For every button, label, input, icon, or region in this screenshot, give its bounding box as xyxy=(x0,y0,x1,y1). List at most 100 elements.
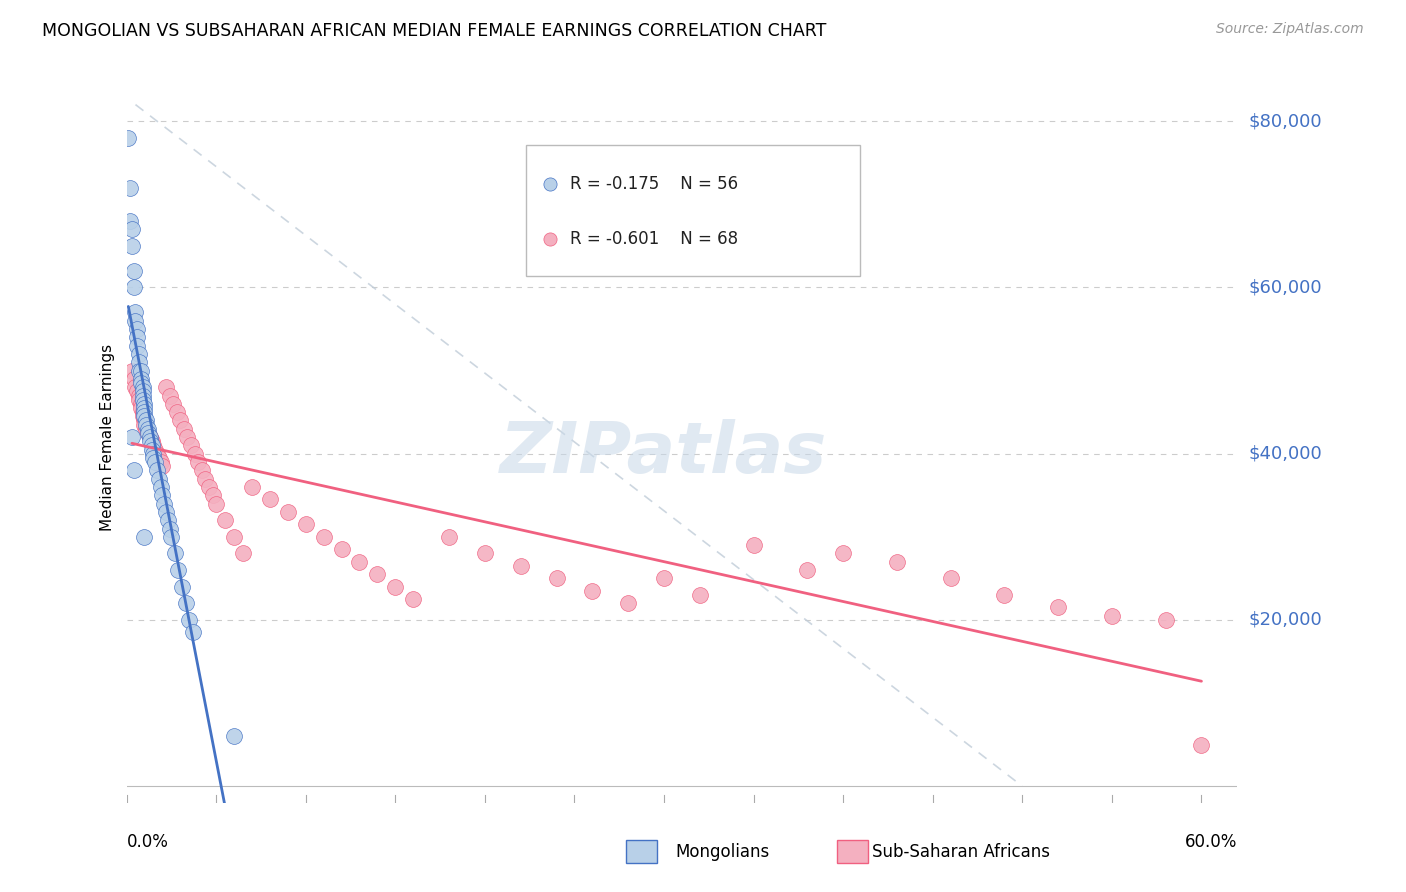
Point xyxy=(127,322,149,336)
Point xyxy=(474,546,496,560)
Point xyxy=(148,450,170,465)
Point xyxy=(538,232,561,246)
Point xyxy=(509,558,531,573)
Point xyxy=(240,480,263,494)
Point xyxy=(146,447,169,461)
Point xyxy=(122,463,145,477)
Point xyxy=(150,459,173,474)
Point xyxy=(538,177,561,191)
Point xyxy=(205,497,228,511)
Point xyxy=(135,417,157,432)
Point xyxy=(134,530,156,544)
Point xyxy=(127,330,149,344)
Point xyxy=(142,450,165,465)
Point xyxy=(1101,608,1123,623)
Point xyxy=(330,542,353,557)
Point xyxy=(832,546,855,560)
Point xyxy=(198,480,221,494)
Point xyxy=(194,472,217,486)
Point xyxy=(939,571,962,585)
Point xyxy=(149,480,172,494)
Point xyxy=(201,488,224,502)
Point xyxy=(128,363,150,377)
Point xyxy=(127,384,149,399)
Point xyxy=(155,505,177,519)
Point xyxy=(122,280,145,294)
Point xyxy=(136,425,159,440)
Point xyxy=(128,355,150,369)
Point xyxy=(131,388,153,402)
Point xyxy=(131,409,153,424)
Point xyxy=(128,388,150,402)
Point xyxy=(131,392,153,407)
Text: 60.0%: 60.0% xyxy=(1185,833,1237,851)
Point xyxy=(136,425,159,440)
Point xyxy=(141,434,163,449)
Bar xyxy=(526,145,859,277)
Point xyxy=(135,422,157,436)
Point xyxy=(134,405,156,419)
Text: R = -0.175    N = 56: R = -0.175 N = 56 xyxy=(569,175,738,193)
Bar xyxy=(626,840,657,863)
Point xyxy=(742,538,765,552)
Point xyxy=(437,530,460,544)
Point xyxy=(176,430,198,444)
Point xyxy=(143,455,166,469)
Point xyxy=(617,596,640,610)
Y-axis label: Median Female Earnings: Median Female Earnings xyxy=(100,343,115,531)
Point xyxy=(128,392,150,407)
Point xyxy=(120,214,142,228)
Point xyxy=(886,555,908,569)
Point xyxy=(993,588,1015,602)
Point xyxy=(402,592,425,607)
Point xyxy=(689,588,711,602)
Point xyxy=(129,363,152,377)
Point xyxy=(128,347,150,361)
Point xyxy=(159,521,181,535)
Point xyxy=(349,555,371,569)
Text: R = -0.601    N = 68: R = -0.601 N = 68 xyxy=(569,230,738,248)
Point xyxy=(117,131,139,145)
Point xyxy=(124,314,146,328)
Point xyxy=(155,380,177,394)
Point xyxy=(146,463,169,477)
Point xyxy=(1191,738,1213,752)
Point xyxy=(121,222,143,236)
Point xyxy=(136,422,159,436)
Point xyxy=(581,583,603,598)
Point xyxy=(277,505,299,519)
Point xyxy=(153,497,176,511)
Point xyxy=(156,513,179,527)
Text: Source: ZipAtlas.com: Source: ZipAtlas.com xyxy=(1216,22,1364,37)
Point xyxy=(129,397,152,411)
Point xyxy=(134,413,156,427)
Point xyxy=(139,434,162,449)
Text: Mongolians: Mongolians xyxy=(675,843,769,861)
Point xyxy=(796,563,818,577)
Point xyxy=(384,580,406,594)
Point xyxy=(160,530,183,544)
Text: $40,000: $40,000 xyxy=(1249,445,1322,463)
Point xyxy=(652,571,675,585)
Point xyxy=(142,447,165,461)
Point xyxy=(546,571,568,585)
Point xyxy=(174,596,197,610)
Point xyxy=(172,580,194,594)
Point xyxy=(183,447,205,461)
Text: $60,000: $60,000 xyxy=(1249,278,1322,296)
Point xyxy=(179,613,201,627)
Point xyxy=(167,563,190,577)
Point xyxy=(159,388,181,402)
Point xyxy=(191,463,214,477)
Point xyxy=(134,409,156,424)
Point xyxy=(1047,600,1070,615)
Bar xyxy=(837,840,868,863)
Point xyxy=(169,413,191,427)
Point xyxy=(122,264,145,278)
Point xyxy=(232,546,254,560)
Point xyxy=(131,405,153,419)
Point xyxy=(121,363,143,377)
Text: ZIPatlas: ZIPatlas xyxy=(501,419,828,488)
Point xyxy=(180,438,202,452)
Point xyxy=(127,338,149,352)
